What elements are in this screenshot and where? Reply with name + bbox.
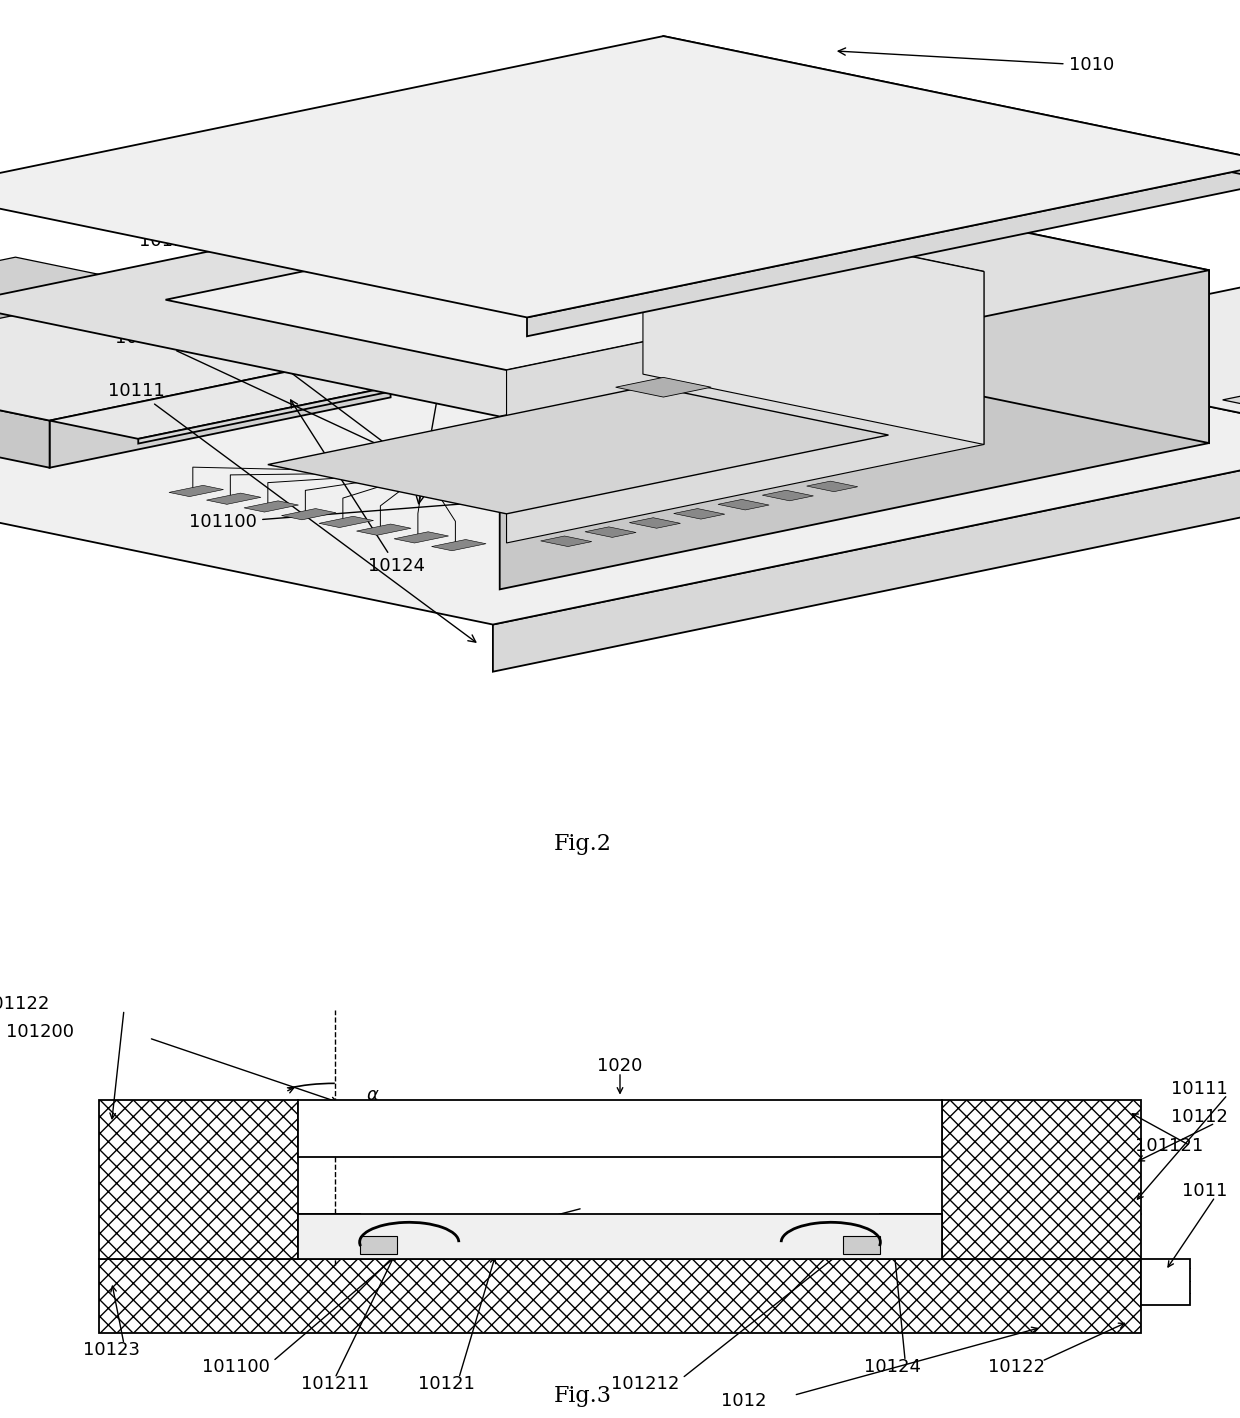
Polygon shape: [663, 157, 1209, 442]
Text: 10121: 10121: [616, 224, 698, 471]
Text: 101211: 101211: [300, 1375, 370, 1392]
Polygon shape: [0, 35, 1240, 318]
Text: 10111: 10111: [108, 381, 476, 642]
Polygon shape: [1223, 379, 1240, 411]
Polygon shape: [0, 343, 50, 468]
Text: 10124: 10124: [864, 1358, 921, 1375]
Text: 10121: 10121: [418, 1375, 475, 1392]
Polygon shape: [298, 1100, 942, 1157]
Text: 10123: 10123: [83, 1341, 140, 1358]
Polygon shape: [50, 350, 391, 468]
Text: 10112: 10112: [1171, 1109, 1228, 1126]
Text: 101100: 101100: [202, 1358, 269, 1375]
Text: 101122: 101122: [0, 995, 50, 1012]
Text: 101121: 101121: [139, 233, 516, 410]
Polygon shape: [763, 491, 813, 501]
Polygon shape: [281, 509, 336, 520]
Text: 1010: 1010: [838, 48, 1114, 74]
Polygon shape: [673, 509, 724, 519]
Text: Fig.2: Fig.2: [554, 832, 611, 855]
Polygon shape: [663, 294, 1240, 489]
Text: 10112: 10112: [157, 285, 463, 501]
Polygon shape: [298, 1214, 942, 1259]
Polygon shape: [507, 272, 985, 543]
Polygon shape: [0, 294, 1240, 624]
Polygon shape: [644, 201, 985, 444]
Polygon shape: [942, 1100, 1141, 1259]
Polygon shape: [718, 499, 769, 510]
Polygon shape: [319, 516, 373, 527]
Polygon shape: [138, 369, 479, 444]
Polygon shape: [0, 257, 118, 349]
Polygon shape: [843, 1236, 880, 1254]
Text: 101122: 101122: [114, 329, 591, 545]
Text: 10122: 10122: [988, 1358, 1045, 1375]
Polygon shape: [268, 386, 889, 513]
Polygon shape: [357, 525, 412, 535]
Polygon shape: [0, 272, 391, 421]
Polygon shape: [1141, 1259, 1190, 1305]
Polygon shape: [244, 501, 299, 512]
Polygon shape: [615, 377, 712, 397]
Text: α: α: [366, 1086, 378, 1105]
Polygon shape: [298, 1214, 360, 1259]
Text: 1011: 1011: [1182, 1183, 1228, 1200]
Polygon shape: [99, 1100, 298, 1259]
Text: 101212: 101212: [610, 1375, 680, 1392]
Polygon shape: [166, 201, 985, 370]
Polygon shape: [99, 1259, 1141, 1333]
Polygon shape: [663, 35, 1240, 182]
Polygon shape: [541, 536, 591, 546]
Text: 101121: 101121: [1135, 1137, 1203, 1154]
Text: 1012: 1012: [722, 1392, 766, 1409]
Text: 10124: 10124: [290, 400, 425, 576]
Polygon shape: [169, 485, 223, 496]
Polygon shape: [0, 278, 118, 364]
Polygon shape: [527, 163, 1240, 336]
Polygon shape: [432, 539, 486, 550]
Polygon shape: [360, 1236, 397, 1254]
Text: 1012: 1012: [735, 268, 965, 301]
Polygon shape: [50, 350, 479, 438]
Text: 1020: 1020: [598, 1058, 642, 1075]
Polygon shape: [394, 532, 449, 543]
Polygon shape: [880, 1214, 942, 1259]
Polygon shape: [206, 493, 260, 505]
Text: 101100: 101100: [190, 496, 516, 532]
Text: 101200: 101200: [6, 1024, 74, 1041]
Polygon shape: [807, 481, 858, 492]
Polygon shape: [0, 157, 1209, 417]
Polygon shape: [936, 265, 1240, 421]
Polygon shape: [585, 527, 636, 537]
Text: Fig.3: Fig.3: [554, 1384, 611, 1407]
Polygon shape: [500, 271, 1209, 590]
Text: 10111: 10111: [1171, 1081, 1228, 1098]
Text: 101200: 101200: [417, 197, 505, 503]
Polygon shape: [630, 518, 681, 529]
Polygon shape: [494, 441, 1240, 672]
